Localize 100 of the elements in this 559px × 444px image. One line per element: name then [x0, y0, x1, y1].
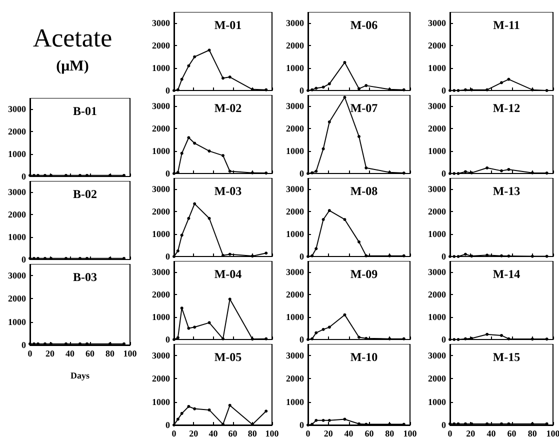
y-tick-label: 3000	[428, 18, 446, 28]
y-tick-label: 2000	[152, 290, 170, 300]
x-tick-label: 60	[364, 428, 374, 438]
y-tick-label: 2000	[428, 374, 446, 384]
text: M-05	[214, 350, 242, 364]
x-tick-label: 40	[66, 348, 75, 358]
y-tick-label: 1000	[428, 396, 446, 407]
text: M-06	[350, 18, 378, 32]
x-tick-label: 20	[189, 428, 199, 438]
y-tick-label: 1000	[8, 149, 26, 160]
x-tick-label: 80	[248, 428, 258, 438]
y-tick-label: 3000	[286, 101, 304, 112]
y-tick-label: 2000	[286, 290, 304, 300]
y-tick-label: 3000	[428, 101, 446, 112]
y-tick-label: 1000	[152, 229, 170, 240]
x-axis-title: Days	[70, 370, 90, 380]
x-tick-label: 100	[265, 428, 280, 438]
y-tick-label: 0	[300, 334, 304, 344]
y-tick-label: 1000	[152, 396, 170, 407]
text: B-01	[73, 104, 97, 118]
y-tick-label: 0	[300, 420, 304, 430]
y-tick-label: 1000	[286, 229, 304, 240]
y-tick-label: 1000	[8, 316, 26, 327]
y-tick-label: 2000	[286, 374, 304, 384]
y-tick-label: 0	[22, 172, 26, 182]
y-tick-label: 3000	[152, 101, 170, 112]
y-tick-label: 1000	[428, 63, 446, 74]
text: B-02	[73, 187, 97, 201]
text: B-03	[73, 270, 97, 284]
x-tick-label: 100	[403, 428, 418, 438]
y-tick-label: 0	[166, 86, 170, 96]
x-tick-label: 80	[385, 428, 395, 438]
x-tick-label: 80	[528, 428, 538, 438]
y-tick-label: 2000	[428, 40, 446, 51]
x-tick-label: 40	[344, 428, 354, 438]
y-tick-label: 2000	[8, 294, 26, 304]
y-tick-label: 1000	[428, 229, 446, 240]
y-tick-label: 3000	[286, 184, 304, 194]
y-tick-label: 3000	[8, 104, 26, 114]
y-tick-label: 2000	[8, 210, 26, 220]
x-tick-label: 20	[46, 348, 55, 358]
text: M-07	[350, 101, 378, 115]
y-tick-label: 0	[442, 420, 446, 430]
y-tick-label: 2000	[286, 40, 304, 51]
x-tick-label: 80	[106, 348, 115, 358]
y-tick-label: 3000	[428, 267, 446, 278]
text: M-14	[492, 267, 520, 281]
y-tick-label: 2000	[152, 374, 170, 384]
y-tick-label: 3000	[152, 267, 170, 278]
y-tick-label: 0	[442, 168, 446, 178]
y-tick-label: 1000	[428, 312, 446, 322]
y-tick-label: 3000	[8, 187, 26, 198]
y-tick-label: 0	[166, 334, 170, 344]
y-tick-label: 2000	[286, 124, 304, 134]
y-tick-label: 3000	[428, 350, 446, 361]
y-tick-label: 1000	[286, 146, 304, 156]
y-tick-label: 0	[442, 86, 446, 96]
text: M-10	[350, 350, 378, 364]
y-tick-label: 0	[442, 334, 446, 344]
x-tick-label: 20	[324, 428, 334, 438]
y-tick-label: 3000	[286, 350, 304, 361]
text: M-09	[350, 267, 378, 281]
text: M-02	[214, 101, 242, 115]
y-tick-label: 3000	[152, 350, 170, 361]
text: M-03	[214, 184, 242, 198]
y-tick-label: 1000	[152, 146, 170, 156]
text: M-08	[350, 184, 378, 198]
y-tick-label: 1000	[8, 232, 26, 242]
y-tick-label: 1000	[286, 396, 304, 407]
y-tick-label: 2000	[428, 206, 446, 217]
y-tick-label: 0	[442, 252, 446, 262]
y-tick-label: 2000	[152, 206, 170, 217]
y-tick-label: 2000	[286, 206, 304, 217]
y-tick-label: 0	[300, 86, 304, 96]
y-tick-label: 3000	[428, 184, 446, 194]
text: M-15	[492, 350, 520, 364]
y-tick-label: 1000	[286, 312, 304, 322]
x-tick-label: 60	[507, 428, 517, 438]
y-tick-label: 0	[166, 252, 170, 262]
y-tick-label: 1000	[428, 146, 446, 156]
y-tick-label: 0	[300, 168, 304, 178]
y-tick-label: 3000	[286, 18, 304, 28]
y-tick-label: 1000	[286, 63, 304, 74]
text: M-13	[492, 184, 520, 198]
y-tick-label: 2000	[152, 40, 170, 51]
y-tick-label: 3000	[152, 18, 170, 28]
y-tick-label: 3000	[152, 184, 170, 194]
x-tick-label: 40	[208, 428, 218, 438]
y-tick-label: 2000	[428, 290, 446, 300]
text: M-01	[214, 18, 242, 32]
x-tick-label: 20	[466, 428, 476, 438]
text: M-12	[492, 101, 520, 115]
y-tick-label: 3000	[8, 270, 26, 281]
text: (μM)	[56, 58, 89, 74]
y-tick-label: 0	[300, 252, 304, 262]
x-tick-label: 60	[228, 428, 238, 438]
y-tick-label: 3000	[286, 267, 304, 278]
y-tick-label: 1000	[152, 63, 170, 74]
y-tick-label: 0	[22, 254, 26, 264]
text: M-04	[214, 267, 242, 281]
